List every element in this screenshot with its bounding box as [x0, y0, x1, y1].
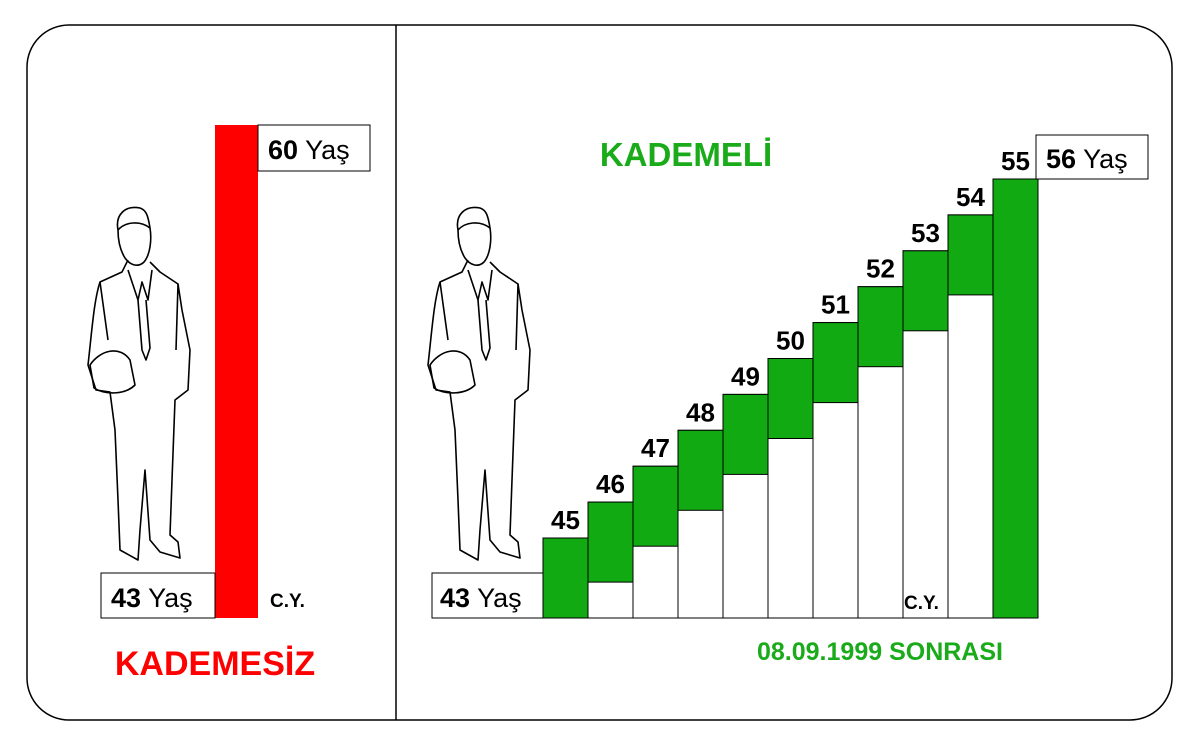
step-label: 47 — [641, 433, 670, 463]
step-green — [632, 465, 679, 547]
step-green — [902, 250, 949, 332]
bottom-label: 43 Yaş — [111, 583, 193, 613]
label-box — [100, 572, 216, 619]
caption: 08.09.1999 SONRASI — [757, 638, 1003, 666]
step-label: 51 — [821, 290, 850, 320]
step-label: 49 — [731, 361, 760, 391]
step-green — [947, 214, 994, 296]
right-title: KADEMELİ — [600, 136, 772, 173]
marker: C.Y. — [270, 591, 305, 612]
step-label: 54 — [956, 182, 985, 212]
age-unit: Yaş — [1083, 144, 1128, 174]
step-label: 50 — [776, 326, 805, 356]
label-box — [257, 124, 371, 172]
step-green — [767, 358, 814, 439]
bottom-label: 43 Yaş — [440, 583, 522, 613]
step-label: 45 — [551, 505, 580, 535]
step-green — [587, 501, 634, 583]
step-green — [992, 178, 1039, 619]
age-number: 43 — [111, 583, 141, 613]
age-unit: Yaş — [477, 583, 522, 613]
step-label: 46 — [596, 469, 625, 499]
age-number: 43 — [440, 583, 470, 613]
age-unit: Yaş — [148, 583, 193, 613]
age-unit: Yaş — [305, 135, 350, 165]
top-label: 56 Yaş — [1046, 144, 1128, 174]
age-number: 56 — [1046, 144, 1076, 174]
top-label: 60 Yaş — [268, 135, 350, 165]
step-green — [857, 286, 904, 368]
step-green — [542, 537, 589, 619]
label-box — [431, 572, 544, 619]
step-green — [677, 429, 724, 511]
step-green — [722, 393, 769, 475]
step-green — [812, 322, 859, 404]
red-bar — [215, 125, 258, 618]
marker: C.Y. — [904, 593, 939, 614]
age-number: 60 — [268, 135, 298, 165]
step-label: 53 — [911, 218, 940, 248]
step-label: 48 — [686, 397, 715, 427]
step-label: 52 — [866, 254, 895, 284]
label-box — [1035, 134, 1149, 180]
step-label: 55 — [1001, 146, 1030, 176]
left-title: KADEMESİZ — [115, 645, 315, 683]
